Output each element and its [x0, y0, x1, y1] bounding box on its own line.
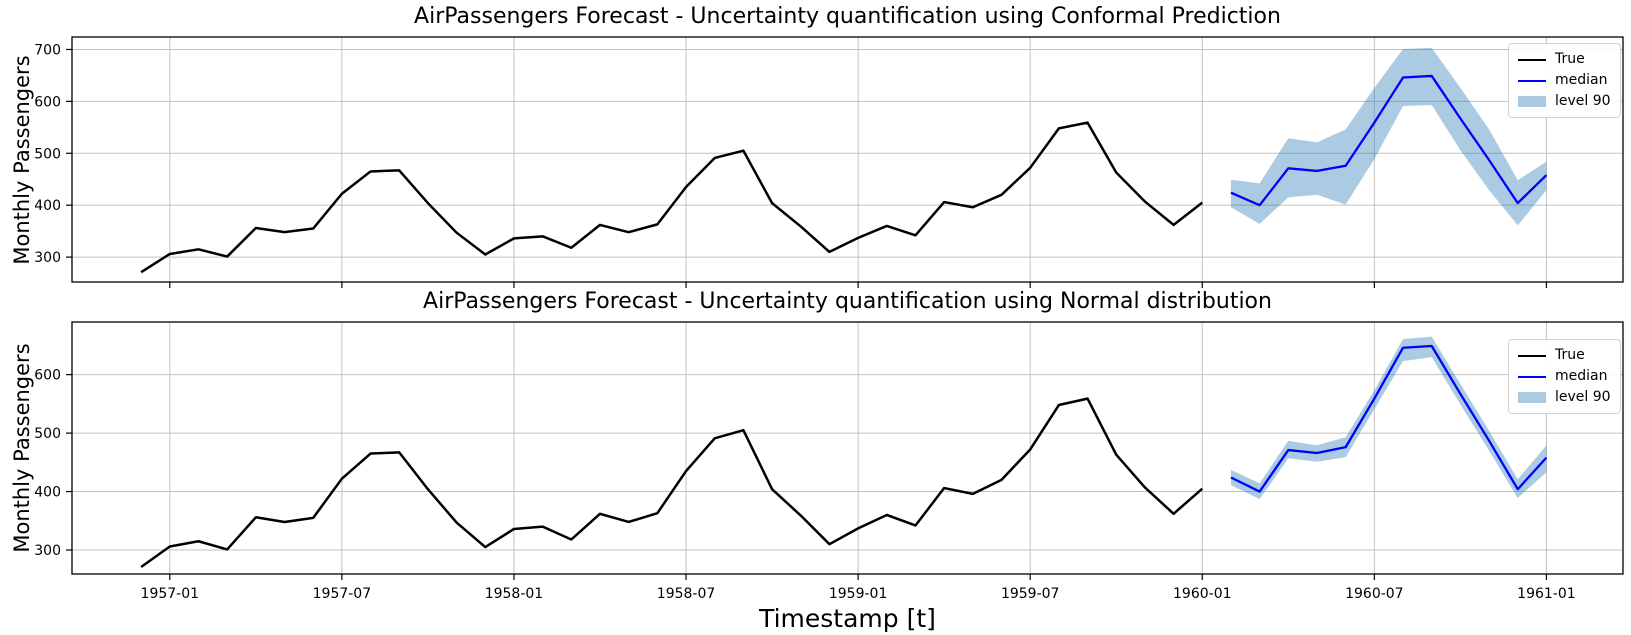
x-tick-label: 1960-07: [1345, 586, 1404, 602]
x-tick-label: 1957-07: [313, 586, 372, 602]
legend-label-median: median: [1555, 72, 1608, 88]
legend-entry-true: True: [1518, 347, 1611, 364]
y-tick-label: 700: [34, 42, 61, 58]
x-tick-label: 1958-01: [485, 586, 544, 602]
true-line-swatch: [1518, 354, 1546, 357]
median-line: [1230, 344, 1548, 493]
legend-entry-level90: level 90: [1518, 93, 1611, 110]
y-tick-label: 500: [34, 146, 61, 162]
plot-border: [71, 36, 1624, 283]
median-line: [1230, 74, 1548, 207]
uncertainty-band: [1230, 47, 1547, 226]
legend-label-median: median: [1555, 368, 1608, 384]
legend-entry-level90: level 90: [1518, 389, 1611, 406]
top-plot-title: AirPassengers Forecast - Uncertainty qua…: [414, 4, 1281, 29]
x-tick-label: 1961-01: [1517, 586, 1576, 602]
x-tick-label: 1958-07: [657, 586, 716, 602]
y-tick-label: 600: [34, 94, 61, 110]
legend-entry-median: median: [1518, 72, 1611, 89]
y-tick-label: 600: [34, 368, 61, 384]
legend-label-true: True: [1555, 51, 1585, 67]
true-line: [140, 397, 1204, 569]
bottom-y-axis-label: Monthly Passengers: [10, 343, 34, 553]
x-tick-label: 1957-01: [141, 586, 200, 602]
legend-label-level90: level 90: [1555, 389, 1611, 405]
y-tick-label: 400: [34, 485, 61, 501]
uncertainty-band: [1230, 336, 1547, 500]
top-y-axis-label: Monthly Passengers: [10, 55, 34, 265]
level90-patch-swatch: [1518, 392, 1546, 403]
x-axis-label: Timestamp [t]: [759, 604, 936, 633]
legend-label-true: True: [1555, 347, 1585, 363]
legend-bottom-plot: True median level 90: [1508, 339, 1621, 414]
legend-entry-median: median: [1518, 368, 1611, 385]
y-tick-label: 300: [34, 543, 61, 559]
plot-border: [71, 321, 1624, 575]
y-tick-label: 300: [34, 250, 61, 266]
x-tick-label: 1960-01: [1173, 586, 1232, 602]
median-line-swatch: [1518, 79, 1546, 82]
true-line-swatch: [1518, 58, 1546, 61]
y-tick-label: 400: [34, 198, 61, 214]
bottom-plot-title: AirPassengers Forecast - Uncertainty qua…: [423, 289, 1272, 314]
legend-entry-true: True: [1518, 51, 1611, 68]
legend-label-level90: level 90: [1555, 93, 1611, 109]
level90-patch-swatch: [1518, 96, 1546, 107]
x-tick-label: 1959-01: [829, 586, 888, 602]
true-line: [140, 121, 1204, 274]
y-tick-label: 500: [34, 426, 61, 442]
median-line-swatch: [1518, 375, 1546, 378]
x-tick-label: 1959-07: [1001, 586, 1060, 602]
legend-top-plot: True median level 90: [1508, 43, 1621, 118]
